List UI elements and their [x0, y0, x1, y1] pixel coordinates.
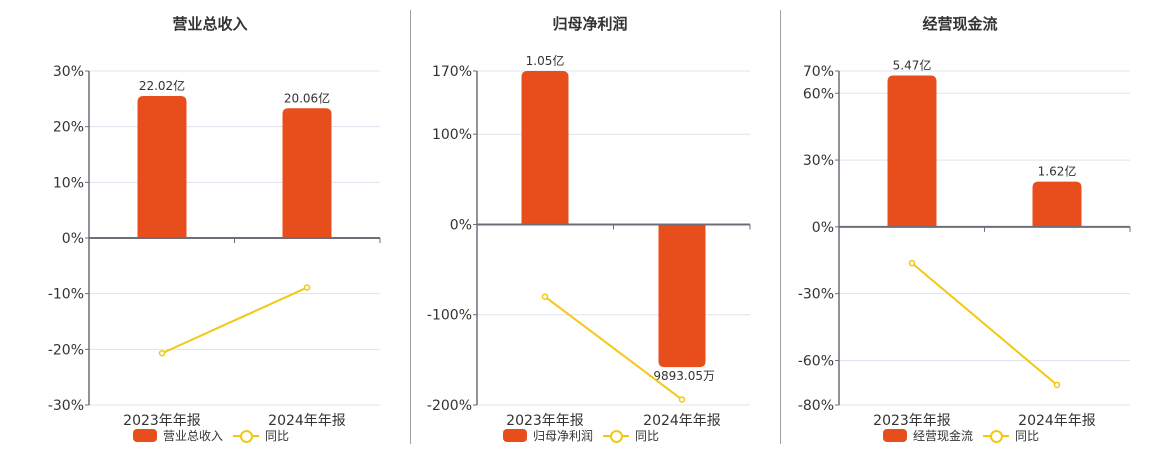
chart-legend: 经营现金流 同比 — [883, 427, 1039, 444]
y-tick-label: -200% — [427, 398, 472, 414]
chart-title: 经营现金流 — [922, 15, 998, 33]
y-tick-label: 100% — [432, 127, 472, 143]
y-tick-label: -10% — [48, 287, 84, 303]
chart-plot: 30% 20% 10% 0% -10% -20% -30% 22.02亿 20.06亿 2023年… — [48, 64, 381, 429]
legend-bar-label[interactable]: 归母净利润 — [533, 429, 594, 443]
legend-line-icon — [983, 429, 1010, 443]
bar[interactable] — [521, 71, 569, 225]
y-tick-label: -30% — [798, 287, 834, 303]
y-tick-label: 30% — [803, 153, 834, 169]
chart-legend: 营业总收入 同比 — [133, 427, 289, 444]
bar[interactable] — [282, 108, 332, 239]
chart-legend: 归母净利润 同比 — [503, 427, 659, 444]
legend-bar-swatch — [883, 429, 907, 442]
legend-line-label[interactable]: 同比 — [1015, 429, 1040, 443]
y-tick-label: -30% — [48, 398, 84, 414]
y-tick-label: 0% — [450, 217, 472, 233]
bar-value-label: 5.47亿 — [893, 57, 932, 72]
y-tick-label: 0% — [62, 231, 84, 247]
y-tick-label: -100% — [427, 308, 472, 324]
bar[interactable] — [887, 75, 937, 227]
x-tick-label: 2023年年报 — [873, 413, 951, 429]
yoy-point[interactable] — [678, 396, 686, 403]
yoy-point[interactable] — [158, 349, 166, 357]
x-tick-label: 2024年年报 — [268, 413, 346, 429]
x-tick-label: 2023年年报 — [123, 413, 201, 429]
y-tick-label: 30% — [53, 64, 84, 80]
legend-bar-label[interactable]: 营业总收入 — [163, 429, 224, 443]
bar[interactable] — [137, 96, 187, 238]
yoy-point[interactable] — [908, 259, 916, 267]
panel-divider — [780, 10, 781, 444]
x-tick-label: 2023年年报 — [506, 413, 584, 429]
bar-value-label: 1.05亿 — [526, 53, 565, 68]
bar[interactable] — [658, 224, 706, 368]
y-tick-label: 0% — [812, 220, 834, 236]
y-tick-label: -60% — [798, 353, 834, 369]
yoy-point[interactable] — [303, 284, 311, 291]
y-tick-label: 60% — [803, 86, 834, 102]
y-tick-label: -20% — [48, 342, 84, 358]
chart-title: 营业总收入 — [172, 15, 248, 33]
yoy-line — [911, 262, 1058, 386]
panel-divider — [410, 10, 411, 444]
chart-plot: 170% 100% 0% -100% -200% 1.05亿 -9893.05万 2023年年… — [427, 53, 751, 429]
y-tick-label: 20% — [53, 120, 84, 136]
bar-value-label: -9893.05万 — [649, 369, 715, 383]
x-tick-label: 2024年年报 — [1018, 413, 1096, 429]
legend-bar-swatch — [133, 429, 157, 442]
y-tick-label: 10% — [53, 175, 84, 191]
legend-bar-label[interactable]: 经营现金流 — [913, 429, 974, 443]
bar[interactable] — [1032, 181, 1082, 227]
legend-line-icon — [603, 429, 630, 443]
y-tick-label: -80% — [798, 398, 834, 414]
yoy-line — [161, 286, 308, 355]
chart-title: 归母净利润 — [552, 15, 628, 33]
legend-line-icon — [233, 429, 260, 443]
yoy-line — [544, 295, 683, 401]
bar-value-label: 1.62亿 — [1038, 164, 1077, 179]
bar-value-label: 20.06亿 — [284, 90, 330, 105]
legend-line-label[interactable]: 同比 — [265, 429, 290, 443]
yoy-point[interactable] — [1053, 381, 1061, 389]
chart-panel-net-profit: 归母净利润 170% 100% 0% -100% -200% 1.05亿 -9893.05万… — [427, 15, 751, 444]
yoy-point[interactable] — [541, 293, 549, 300]
y-tick-label: 70% — [803, 64, 834, 80]
x-tick-label: 2024年年报 — [643, 413, 721, 429]
legend-line-label[interactable]: 同比 — [635, 429, 660, 443]
legend-bar-swatch — [503, 429, 527, 442]
y-tick-label: 170% — [432, 64, 472, 80]
bar-value-label: 22.02亿 — [139, 78, 185, 93]
chart-panel-revenue: 营业总收入 30% 20% 10% 0% -10% -20% -30% 22.02亿 20.06… — [0, 0, 400, 450]
